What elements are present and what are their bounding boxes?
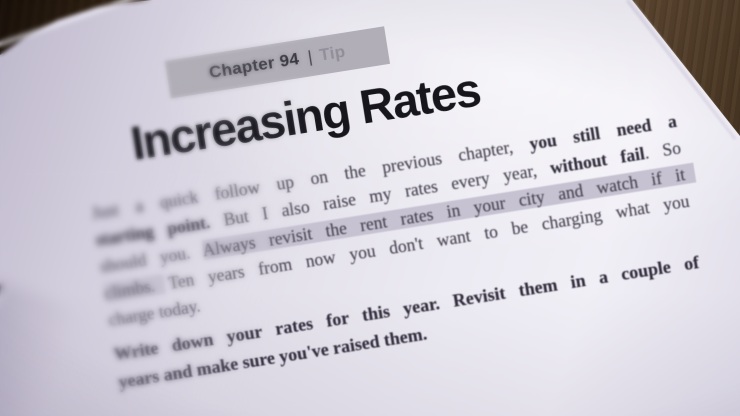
chapter-label: Chapter 94 (207, 49, 301, 83)
text-segment: . So (642, 137, 683, 163)
text-segment: climbs. (102, 275, 157, 303)
chapter-tag: Tip (317, 41, 347, 65)
chapter-separator: | (306, 46, 314, 67)
